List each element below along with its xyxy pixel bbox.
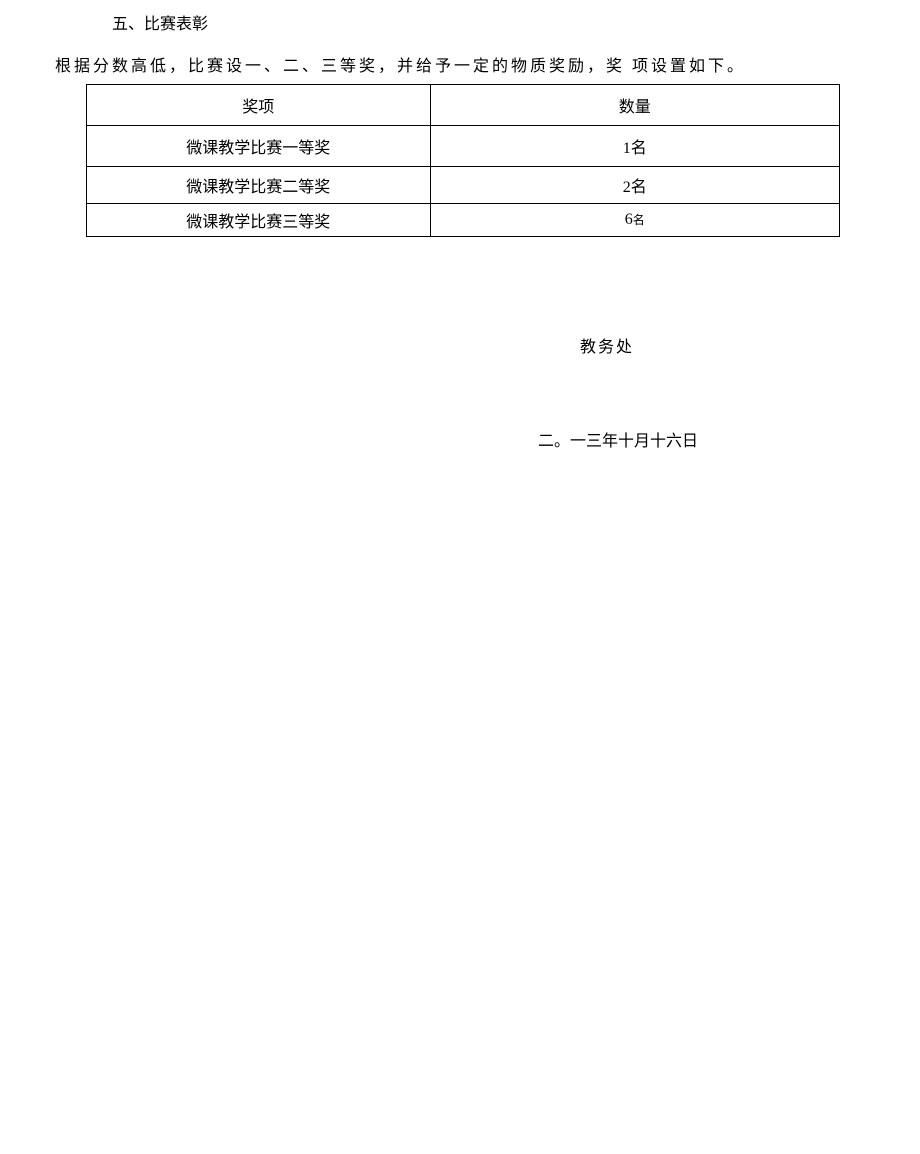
signature-text: 教务处 xyxy=(580,333,920,357)
section-title: 五、比赛表彰 xyxy=(112,10,920,34)
count-cell: 2名 xyxy=(430,167,839,204)
count-cell: 6名 xyxy=(430,204,839,237)
awards-table: 奖项 数量 微课教学比赛一等奖 1名 微课教学比赛二等奖 2名 微课教学比赛三等… xyxy=(86,84,840,237)
award-cell: 微课教学比赛二等奖 xyxy=(87,167,431,204)
award-cell: 微课教学比赛一等奖 xyxy=(87,126,431,167)
table-row: 微课教学比赛二等奖 2名 xyxy=(87,167,840,204)
table-row: 微课教学比赛一等奖 1名 xyxy=(87,126,840,167)
count-number: 6 xyxy=(625,211,633,228)
count-cell: 1名 xyxy=(430,126,839,167)
award-cell: 微课教学比赛三等奖 xyxy=(87,204,431,237)
count-suffix: 名 xyxy=(633,213,645,227)
table-header-row: 奖项 数量 xyxy=(87,85,840,126)
table-row: 微课教学比赛三等奖 6名 xyxy=(87,204,840,237)
header-count: 数量 xyxy=(430,85,839,126)
date-text: 二。一三年十月十六日 xyxy=(538,427,920,451)
description-text: 根据分数高低，比赛设一、二、三等奖，并给予一定的物质奖励，奖 项设置如下。 xyxy=(55,52,880,76)
header-award: 奖项 xyxy=(87,85,431,126)
